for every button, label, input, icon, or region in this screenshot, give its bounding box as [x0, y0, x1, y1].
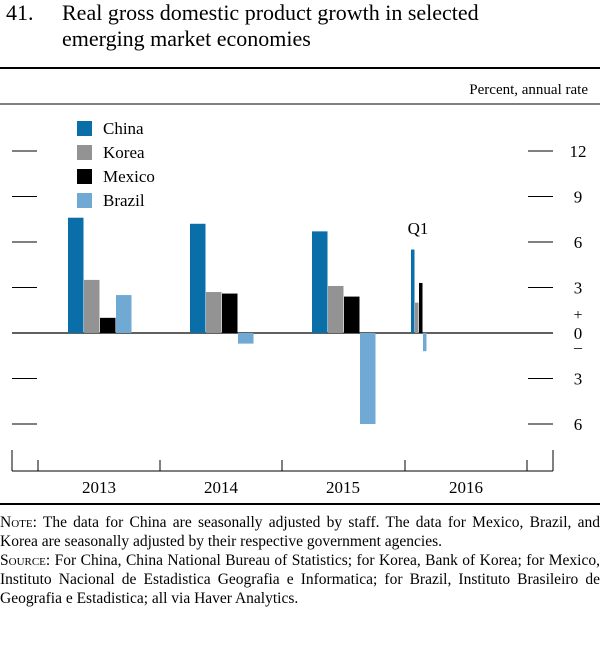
x-tick-label: 2013	[82, 478, 116, 497]
figure-number: 41.	[6, 0, 34, 25]
y-tick-label: 9	[574, 187, 583, 206]
bar-brazil	[360, 333, 376, 425]
y-tick-label: 6	[574, 415, 583, 434]
legend-label-mexico: Mexico	[103, 167, 155, 186]
bar-mexico	[222, 293, 238, 333]
bar-mexico	[344, 296, 360, 333]
bar-china	[190, 223, 206, 333]
legend-label-china: China	[103, 119, 144, 138]
bar-mexico	[100, 317, 116, 333]
unit-label: Percent, annual rate	[469, 82, 588, 98]
x-tick-label: 2016	[449, 478, 483, 497]
source-paragraph: Source: For China, China National Bureau…	[0, 551, 600, 608]
bar-korea	[206, 292, 222, 333]
minus-sign: _	[573, 334, 583, 351]
bar-brazil	[238, 333, 254, 344]
legend-swatch-brazil	[77, 193, 92, 208]
plus-sign: +	[573, 307, 582, 324]
bar-china	[68, 217, 84, 333]
bar-korea	[84, 279, 100, 333]
x-tick-label: 2014	[204, 478, 239, 497]
y-tick-label: 0	[574, 324, 583, 343]
legend-swatch-mexico	[77, 169, 92, 184]
y-tick-label: 3	[574, 278, 583, 297]
x-tick-label: 2015	[326, 478, 360, 497]
legend-label-korea: Korea	[103, 143, 145, 162]
note-paragraph: Note: The data for China are seasonally …	[0, 513, 600, 551]
bar-korea	[328, 285, 344, 333]
bar-china	[312, 231, 328, 333]
source-label: Source:	[0, 552, 51, 569]
y-tick-label: 12	[570, 142, 587, 161]
legend-swatch-korea	[77, 145, 92, 160]
note-label: Note:	[0, 514, 37, 531]
gdp-growth-chart: Percent, annual rate 12 9 6 3 0 3 6 + _ 2013 2014 20…	[0, 67, 600, 505]
legend-label-brazil: Brazil	[103, 191, 145, 210]
bar-korea	[415, 302, 419, 333]
figure-notes: Note: The data for China are seasonally …	[0, 513, 600, 608]
bar-mexico	[419, 282, 423, 333]
y-tick-label: 3	[574, 370, 583, 389]
bar-brazil	[116, 295, 132, 333]
legend-swatch-china	[77, 121, 92, 136]
q1-annotation: Q1	[408, 219, 429, 238]
bar-brazil	[423, 333, 427, 352]
source-text: For China, China National Bureau of Stat…	[0, 552, 600, 607]
figure-title-line2: emerging market economies	[62, 26, 311, 51]
figure-title-line1: Real gross domestic product growth in se…	[62, 0, 479, 25]
bar-china	[411, 249, 415, 333]
note-text: The data for China are seasonally adjust…	[0, 514, 600, 550]
y-tick-label: 6	[574, 233, 583, 252]
